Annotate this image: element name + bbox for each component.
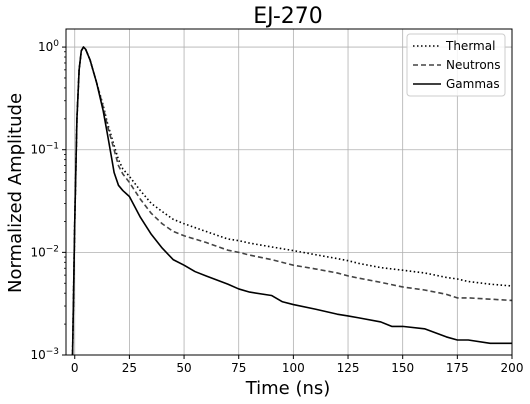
y-tick-label: 10−1 [30, 142, 59, 157]
x-ticks: 0 25 50 75 100 125 150 175 200 [71, 355, 524, 375]
x-tick-label: 125 [337, 361, 360, 375]
x-tick-label: 50 [176, 361, 191, 375]
x-tick-label: 200 [501, 361, 524, 375]
x-tick-label: 175 [446, 361, 469, 375]
series-group [71, 46, 513, 356]
plot-frame [65, 28, 513, 356]
x-tick-label: 0 [71, 361, 79, 375]
y-tick-label: 10−2 [30, 244, 59, 259]
x-tick-label: 25 [122, 361, 137, 375]
y-tick-label: 100 [38, 39, 59, 54]
chart-title: EJ-270 [253, 4, 323, 29]
x-tick-label: 75 [231, 361, 246, 375]
x-axis-label: Time (ns) [245, 378, 331, 399]
legend-box [406, 33, 506, 97]
x-tick-label: 100 [282, 361, 305, 375]
series-line-gammas [71, 46, 512, 356]
y-axis-label: Normalized Amplitude [5, 93, 26, 293]
legend-label-gammas: Gammas [446, 77, 500, 91]
legend-label-neutrons: Neutrons [446, 58, 501, 72]
legend: Thermal Neutrons Gammas [406, 33, 506, 97]
legend-label-thermal: Thermal [445, 39, 495, 53]
x-tick-label: 150 [391, 361, 414, 375]
y-ticks: 10−3 10−2 10−1 100 [30, 39, 66, 362]
series-line-thermal [71, 46, 513, 356]
y-tick-label: 10−3 [30, 347, 59, 362]
